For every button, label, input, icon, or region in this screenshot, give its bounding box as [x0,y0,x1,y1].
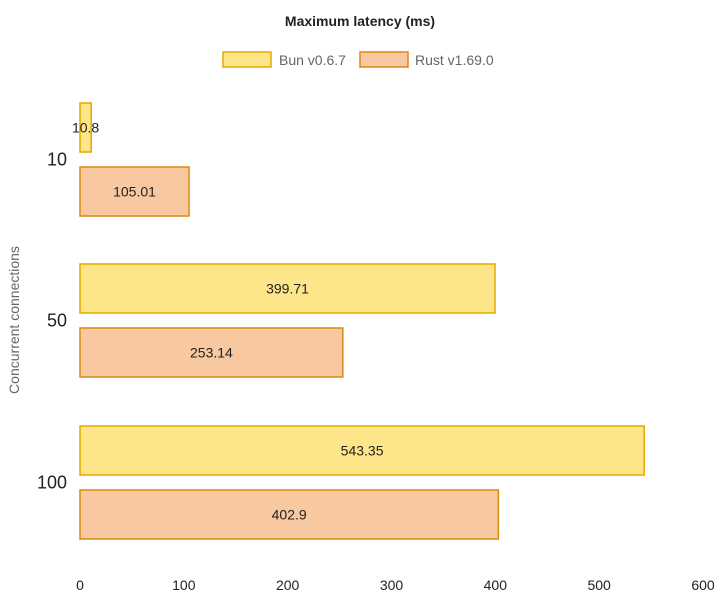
legend-swatch-2 [359,51,409,68]
x-tick-label: 400 [484,577,508,593]
bar-1-10 [79,102,92,153]
y-tick-label: 10 [47,150,67,170]
bar-2-10 [79,166,190,217]
bar-1-50 [79,263,496,314]
legend-swatch-1 [222,51,272,68]
bar-label: 10.8 [72,120,99,136]
bars-group: 10.8 105.01 399.71 253.14 543.35 402.9 [72,102,645,540]
x-tick-label: 600 [691,577,715,593]
x-tick-label: 500 [587,577,611,593]
legend: Bun v0.6.7 Rust v1.69.0 [222,51,494,68]
bar-label: 253.14 [190,345,233,361]
x-tick-label: 0 [76,577,84,593]
y-axis-label: Concurrent connections [6,246,22,394]
y-ticks: 10 50 100 [37,150,67,493]
x-tick-label: 300 [380,577,404,593]
x-tick-label: 100 [172,577,196,593]
bar-label: 105.01 [113,184,156,200]
bar-label: 399.71 [266,281,309,297]
bar-1-100 [79,425,645,476]
x-tick-label: 200 [276,577,300,593]
legend-label-2: Rust v1.69.0 [415,52,494,68]
bar-2-100 [79,489,500,540]
y-tick-label: 50 [47,311,67,331]
bar-2-50 [79,327,344,378]
bar-label: 402.9 [272,507,307,523]
bar-label: 543.35 [341,443,384,459]
x-ticks: 0 100 200 300 400 500 600 [76,577,715,593]
y-tick-label: 100 [37,473,67,493]
legend-label-1: Bun v0.6.7 [279,52,346,68]
chart-title: Maximum latency (ms) [285,13,435,29]
